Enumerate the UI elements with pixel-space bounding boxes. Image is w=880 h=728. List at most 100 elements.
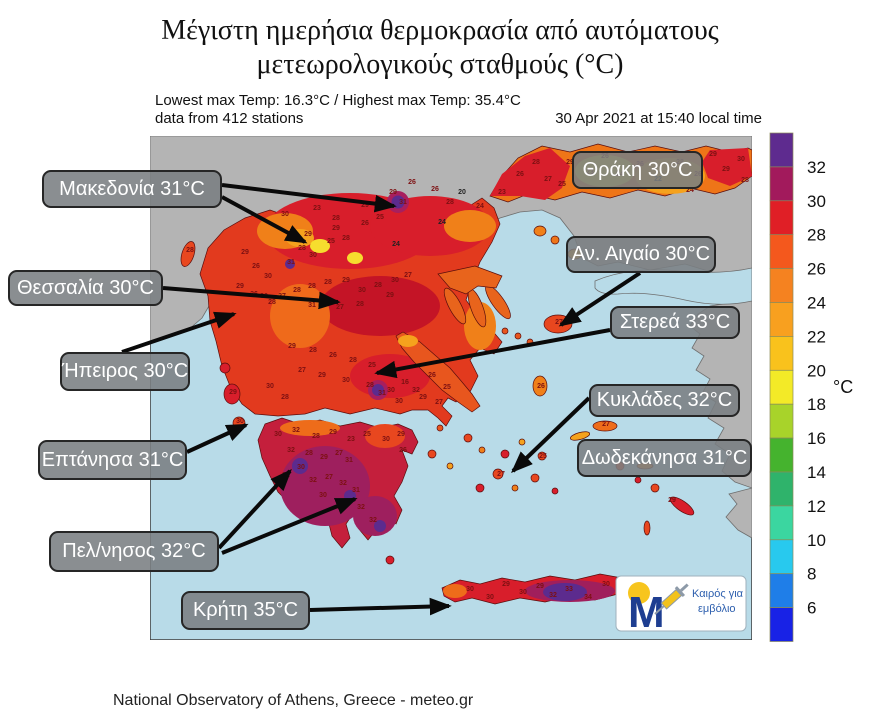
station-temp: 26 [537, 383, 545, 390]
callout-makedonia: Μακεδονία 31°C [42, 170, 222, 208]
callout-eptanisa: Επτάνησα 31°C [38, 440, 187, 480]
station-temp: 29 [709, 151, 717, 158]
station-temp: 24 [438, 219, 446, 226]
station-temp: 28 [293, 287, 301, 294]
station-temp: 29 [342, 277, 350, 284]
subtitle-row: data from 412 stations 30 Apr 2021 at 15… [155, 110, 762, 127]
station-temp: 30 [486, 594, 494, 601]
station-temp: 25 [443, 384, 451, 391]
station-temp: 30 [297, 464, 305, 471]
station-temp: 20 [458, 189, 466, 196]
station-temp: 24 [392, 241, 400, 248]
station-temp: 32 [412, 387, 420, 394]
colorbar-tick-label: 24 [807, 294, 826, 313]
station-temp: 28 [374, 282, 382, 289]
callout-anaigaio: Αν. Αιγαίο 30°C [566, 236, 716, 273]
footer-credit: National Observatory of Athens, Greece -… [113, 692, 474, 709]
colorbar-segment [769, 268, 794, 303]
colorbar-segment [769, 166, 794, 202]
station-temp: 30 [266, 383, 274, 390]
station-temp: 26 [408, 179, 416, 186]
station-temp: 29 [722, 166, 730, 173]
callout-ipeiros: Ήπειρος 30°C [60, 352, 190, 391]
callout-thessalia: Θεσσαλία 30°C [8, 270, 163, 306]
station-temp: 23 [498, 189, 506, 196]
station-temp: 30 [466, 586, 474, 593]
colorbar-segment [769, 234, 794, 269]
colorbar-tick-label: 8 [807, 565, 816, 584]
temperature-colorbar: 32 30 28 26 24 22 20 18 16 14 12 10 8 6 °C [769, 132, 853, 642]
station-temp: 26 [252, 263, 260, 270]
station-temp: 28 [308, 283, 316, 290]
meteo-logo: M Καιρός για εμβόλιο [615, 575, 747, 637]
station-temp: 31 [308, 302, 316, 309]
colorbar-tick-label: 14 [807, 463, 826, 482]
colorbar-segment [769, 607, 794, 642]
station-temp: 25 [558, 181, 566, 188]
station-temp: 28 [366, 382, 374, 389]
station-temp: 30 [264, 273, 272, 280]
station-temp: 27 [298, 367, 306, 374]
station-temp: 28 [281, 394, 289, 401]
station-temp: 25 [376, 214, 384, 221]
station-temp: 29 [419, 394, 427, 401]
station-temp: 27 [335, 450, 343, 457]
logo-letter: M [628, 588, 665, 637]
station-temp: 29 [241, 249, 249, 256]
station-temp: 26 [361, 220, 369, 227]
station-temp: 32 [292, 427, 300, 434]
station-temp: 30 [260, 293, 268, 300]
station-temp: 29 [229, 389, 237, 396]
station-temp: 28 [298, 245, 306, 252]
station-temp: 29 [668, 497, 676, 504]
station-temp: 32 [339, 480, 347, 487]
station-temp: 29 [361, 202, 369, 209]
station-temp: 28 [309, 347, 317, 354]
station-temp: 25 [539, 453, 547, 460]
station-temp: 27 [497, 471, 505, 478]
station-temp: 29 [332, 225, 340, 232]
station-temp: 30 [382, 436, 390, 443]
colorbar-segment [769, 505, 794, 541]
colorbar-tick-label: 26 [807, 260, 826, 279]
colorbar-tick-label: 16 [807, 429, 826, 448]
station-temp: 34 [584, 594, 592, 601]
station-temp: 32 [549, 592, 557, 599]
station-temp: 30 [342, 377, 350, 384]
callout-kriti: Κρήτη 35°C [181, 591, 310, 630]
station-temp: 31 [378, 390, 386, 397]
callout-sterea: Στερεά 33°C [610, 306, 740, 339]
station-temp: 26 [250, 291, 258, 298]
station-temp: 29 [536, 583, 544, 590]
station-temp: 32 [287, 447, 295, 454]
station-temp: 31 [352, 487, 360, 494]
station-temp: 25 [363, 431, 371, 438]
station-temp: 26 [428, 372, 436, 379]
datetime-text: 30 Apr 2021 at 15:40 local time [555, 110, 762, 127]
station-temp: 32 [357, 504, 365, 511]
station-temp: 27 [404, 272, 412, 279]
station-temp: 28 [532, 159, 540, 166]
station-temp: 27 [602, 421, 610, 428]
station-temp: 26 [516, 171, 524, 178]
station-temp: 28 [446, 199, 454, 206]
station-temp: 29 [329, 429, 337, 436]
station-temp: 26 [399, 447, 407, 454]
station-temp: 28 [741, 177, 749, 184]
station-temp: 30 [519, 589, 527, 596]
callout-kyklades: Κυκλάδες 32°C [589, 384, 740, 417]
colorbar-tick-label: 18 [807, 395, 826, 414]
colorbar-tick-label: 22 [807, 327, 826, 346]
station-temp: 29 [304, 231, 312, 238]
station-temp: 29 [502, 581, 510, 588]
station-temp: 25 [368, 362, 376, 369]
colorbar-segment [769, 132, 794, 168]
colorbar-tick-label: 28 [807, 226, 826, 245]
callout-dodekanisa: Δωδεκάνησα 31°C [577, 439, 752, 477]
colorbar-tick-label: 6 [807, 599, 816, 618]
title-line-2: μετεωρολογικούς σταθμούς (°C) [256, 49, 624, 80]
station-temp: 23 [313, 205, 321, 212]
colorbar-segment [769, 437, 794, 473]
station-temp: 30 [319, 492, 327, 499]
